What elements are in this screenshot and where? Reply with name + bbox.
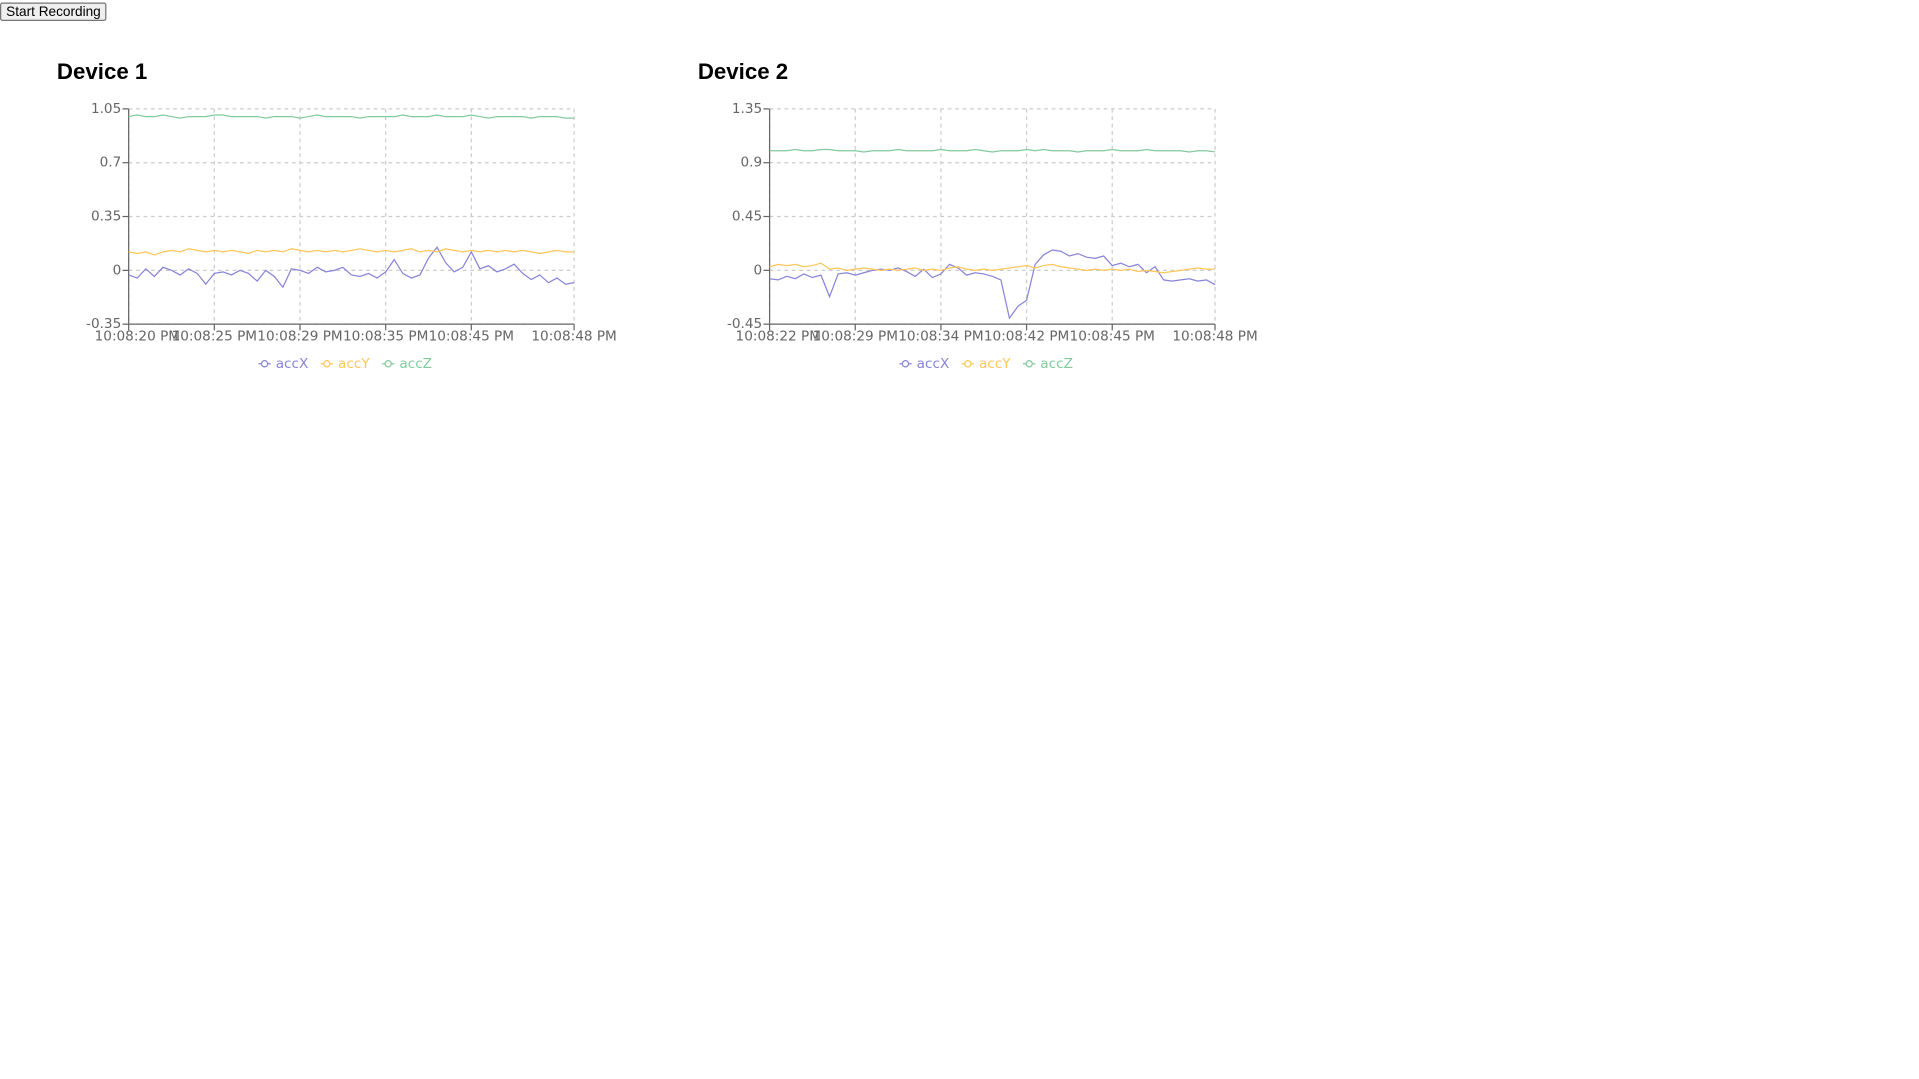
y-tick-label: -0.45: [727, 316, 762, 332]
start-recording-button[interactable]: Start Recording: [0, 2, 107, 22]
x-tick-label: 10:08:45 PM: [1070, 329, 1155, 345]
legend-icon-dot: [964, 360, 972, 368]
x-tick-label: 10:08:29 PM: [813, 329, 898, 345]
series-line: [769, 262, 1216, 274]
legend-label: accZ: [399, 356, 432, 372]
legend-icon-dot: [323, 360, 331, 368]
x-tick-label: 10:08:48 PM: [531, 329, 616, 345]
legend-label: accX: [276, 356, 309, 372]
y-tick-label: 0: [754, 262, 763, 278]
x-tick-label: 10:08:42 PM: [984, 329, 1069, 345]
x-tick-label: 10:08:34 PM: [898, 329, 983, 345]
legend-label: accZ: [1040, 356, 1073, 372]
legend-icon-dot: [901, 360, 910, 368]
series-line: [128, 246, 575, 289]
y-tick-label: 1.35: [732, 101, 762, 117]
y-tick-label: 0: [113, 262, 122, 278]
series-line: [128, 248, 575, 256]
x-tick-label: 10:08:29 PM: [257, 329, 342, 345]
series-line: [769, 148, 1216, 153]
x-tick-label: 10:08:25 PM: [172, 329, 257, 345]
legend-icon-dot: [1025, 360, 1033, 368]
y-tick-label: 0.35: [91, 209, 121, 225]
y-tick-label: 1.05: [91, 101, 121, 117]
series-line: [769, 249, 1216, 320]
legend-label: accY: [979, 356, 1011, 372]
chart-title: Device 2: [698, 59, 788, 84]
legend-icon-dot: [260, 360, 269, 368]
x-tick-label: 10:08:35 PM: [343, 329, 428, 345]
x-tick-label: 10:08:22 PM: [736, 329, 821, 345]
x-tick-label: 10:08:45 PM: [429, 329, 514, 345]
legend-label: accY: [338, 356, 370, 372]
chart-title: Device 1: [57, 59, 147, 84]
y-tick-label: 0.7: [100, 155, 122, 171]
legend-label: accX: [917, 356, 950, 372]
y-tick-label: 0.45: [732, 209, 762, 225]
x-tick-label: 10:08:48 PM: [1172, 329, 1257, 345]
series-line: [128, 114, 575, 119]
y-tick-label: -0.35: [86, 316, 121, 332]
x-tick-label: 10:08:20 PM: [95, 329, 180, 345]
y-tick-label: 0.9: [741, 155, 763, 171]
legend-icon-dot: [384, 360, 392, 368]
